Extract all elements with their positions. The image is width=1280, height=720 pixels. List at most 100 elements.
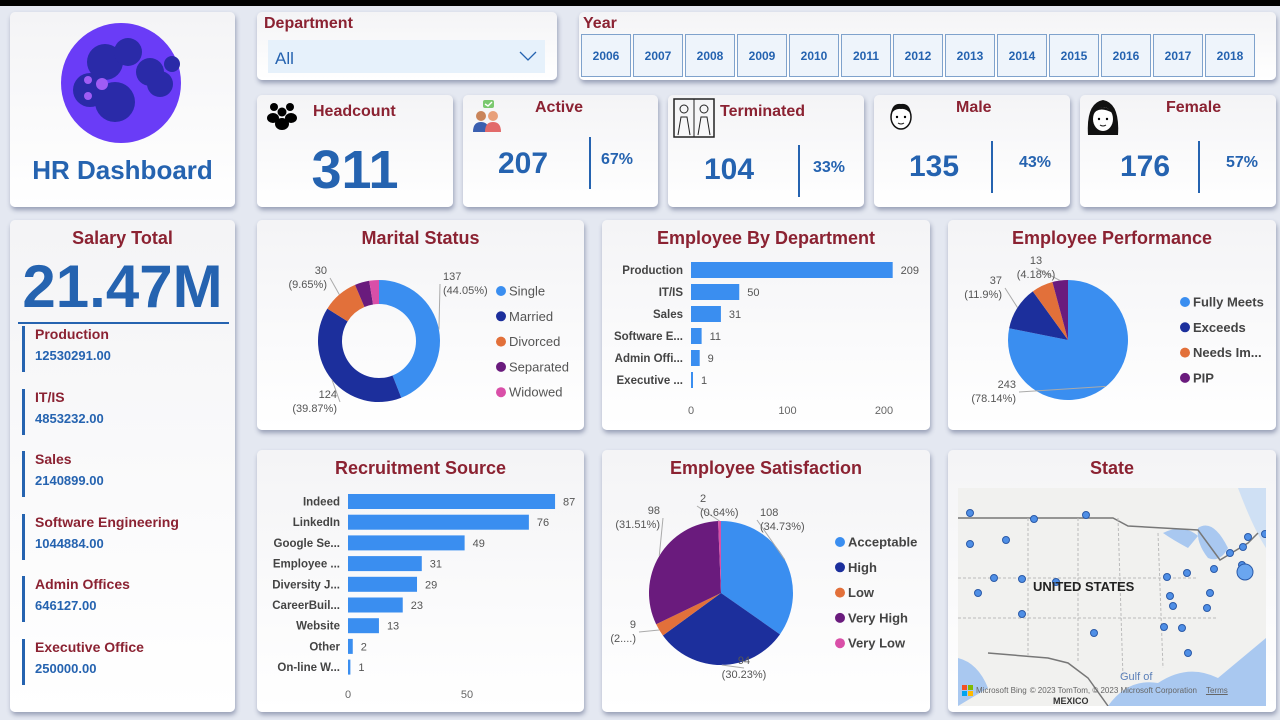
- year-button-2008[interactable]: 2008: [685, 34, 735, 77]
- divider: [18, 322, 229, 324]
- active-users-icon: [473, 100, 501, 132]
- category-label: IT/IS: [659, 287, 684, 299]
- pie-slice-needs-im-: [1032, 282, 1068, 340]
- salary-value: 2140899.00: [35, 473, 104, 488]
- salary-department: Executive Office: [35, 638, 144, 655]
- data-label: 2: [700, 493, 706, 505]
- pie-slice-very-high: [649, 521, 721, 625]
- salary-value: 646127.00: [35, 598, 97, 613]
- category-label: Admin Offi...: [615, 353, 683, 365]
- data-label: 29: [425, 579, 437, 591]
- category-label: Sales: [653, 309, 683, 321]
- department-dropdown[interactable]: All: [268, 40, 545, 73]
- pie-slice-exceeds: [1009, 291, 1068, 340]
- bar-other: [348, 638, 353, 654]
- employee-by-department-card: Employee By Department Production 209 IT/I…: [602, 220, 930, 430]
- chevron-down-icon: [519, 51, 537, 61]
- category-label: Google Se...: [274, 538, 340, 550]
- bar-production: [691, 262, 893, 278]
- state-dot: [1184, 649, 1192, 657]
- bar-website: [348, 618, 379, 634]
- map-mexico-label: MEXICO: [1053, 696, 1089, 706]
- map-gulf-label: Gulf of: [1120, 671, 1153, 683]
- year-button-2018[interactable]: 2018: [1205, 34, 1255, 77]
- year-slicer: Year 2006 2007 2008 2009 2010 2011 2012 2013 201…: [579, 12, 1276, 80]
- data-label: 124: [319, 389, 337, 401]
- state-dot: [1002, 536, 1010, 544]
- legend-item: Acceptable: [848, 535, 917, 550]
- state-dot: [1169, 602, 1177, 610]
- category-label: Website: [296, 621, 340, 633]
- legend-marker: [1180, 322, 1190, 333]
- state-dot: [1090, 629, 1098, 637]
- legend-item: Single: [509, 284, 545, 299]
- data-label: 137: [443, 271, 461, 283]
- female-label: Female: [1166, 99, 1222, 116]
- category-label: On-line W...: [277, 662, 340, 674]
- bar-on-line-w-: [348, 659, 351, 675]
- state-dot: [1082, 511, 1090, 519]
- divider: [991, 141, 993, 193]
- top-bar: [0, 0, 1280, 6]
- salary-item: Executive Office 250000.00: [22, 638, 144, 685]
- legend-item: Exceeds: [1193, 320, 1246, 335]
- leader-line: [1035, 267, 1061, 281]
- year-button-2015[interactable]: 2015: [1049, 34, 1099, 77]
- male-value: 135: [909, 150, 960, 183]
- female-value: 176: [1120, 150, 1171, 183]
- year-label: Year: [583, 15, 617, 32]
- salary-item: IT/IS 4853232.00: [22, 388, 104, 435]
- year-button-2007[interactable]: 2007: [633, 34, 683, 77]
- state-map[interactable]: UNITED STATES Gulf of MEXICO Microsoft B…: [958, 488, 1266, 706]
- salary-card: Salary Total 21.47M Production 12530291.0…: [10, 220, 235, 712]
- state-dot: [966, 509, 974, 517]
- salary-item: Admin Offices 646127.00: [22, 576, 130, 622]
- leader-line: [329, 277, 340, 295]
- state-dot: [1239, 543, 1247, 551]
- year-button-2006[interactable]: 2006: [581, 34, 631, 77]
- legend-item: Divorced: [509, 334, 560, 349]
- leader-line: [756, 519, 786, 561]
- legend-marker: [835, 612, 845, 623]
- data-label: 31: [729, 309, 741, 321]
- bar-diversity-j-: [348, 576, 418, 592]
- data-label: 108: [760, 507, 778, 519]
- map-title: State: [1089, 458, 1134, 478]
- data-label-percent: (39.87%): [292, 403, 337, 415]
- male-face-icon: [890, 103, 912, 130]
- year-button-2009[interactable]: 2009: [737, 34, 787, 77]
- chart-title: Employee Performance: [1011, 228, 1213, 248]
- data-label: 13: [1030, 255, 1042, 267]
- terms-link[interactable]: Terms: [1205, 685, 1228, 695]
- divider: [589, 137, 591, 189]
- legend-item: Fully Meets: [1193, 295, 1264, 310]
- chart-title: Recruitment Source: [334, 458, 507, 478]
- chart-title: Marital Status: [361, 228, 480, 248]
- pie-slice-low: [656, 593, 721, 636]
- divider: [1198, 141, 1200, 193]
- year-button-2016[interactable]: 2016: [1101, 34, 1151, 77]
- terminated-icon: [673, 98, 715, 138]
- data-label-percent: (78.14%): [971, 393, 1016, 405]
- salary-item: Sales 2140899.00: [22, 451, 104, 497]
- legend-marker: [835, 638, 845, 649]
- female-face-icon: [1087, 100, 1119, 135]
- salary-total: 21.47M: [22, 253, 223, 320]
- year-button-2013[interactable]: 2013: [945, 34, 995, 77]
- data-label: 13: [387, 621, 399, 633]
- year-button-2014[interactable]: 2014: [997, 34, 1047, 77]
- active-value: 207: [498, 147, 549, 180]
- year-button-2012[interactable]: 2012: [893, 34, 943, 77]
- male-label: Male: [956, 99, 992, 116]
- pie-slice-single: [379, 280, 440, 398]
- state-dot: [1160, 623, 1168, 631]
- data-label-percent: (44.05%): [443, 285, 488, 297]
- year-button-2011[interactable]: 2011: [841, 34, 891, 77]
- salary-value: 4853232.00: [35, 410, 104, 426]
- state-dot: [1163, 573, 1171, 581]
- recruitment-source-card: Recruitment Source Indeed 87 LinkedIn 76 Goo…: [257, 450, 584, 712]
- year-button-2017[interactable]: 2017: [1153, 34, 1203, 77]
- data-label: 94: [738, 655, 750, 667]
- year-button-2010[interactable]: 2010: [789, 34, 839, 77]
- data-label-percent: (9.65%): [288, 279, 327, 291]
